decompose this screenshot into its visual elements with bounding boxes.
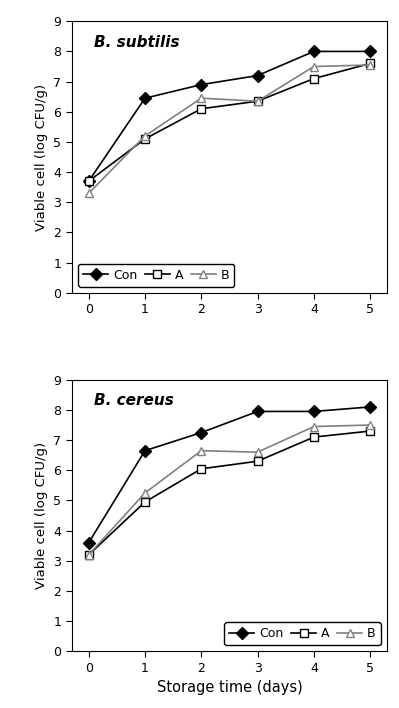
A [312, 74, 316, 83]
Con [199, 81, 203, 89]
Y-axis label: Viable cell (log CFU/g): Viable cell (log CFU/g) [35, 84, 48, 231]
B [86, 189, 91, 198]
Line: A: A [85, 427, 374, 559]
A [255, 457, 260, 465]
A [312, 433, 316, 441]
Con [142, 94, 147, 103]
Con [312, 407, 316, 416]
B [86, 551, 91, 559]
Con [199, 428, 203, 437]
Con [368, 403, 373, 411]
Con [142, 447, 147, 455]
B [312, 62, 316, 71]
B [199, 94, 203, 103]
B [368, 61, 373, 69]
B [368, 421, 373, 429]
B [142, 132, 147, 140]
Con [86, 177, 91, 185]
B [142, 489, 147, 497]
A [255, 97, 260, 105]
Con [255, 407, 260, 416]
A [368, 59, 373, 68]
B [199, 447, 203, 455]
X-axis label: Storage time (days): Storage time (days) [156, 680, 302, 695]
A [86, 177, 91, 185]
A [142, 135, 147, 143]
A [142, 498, 147, 506]
A [199, 105, 203, 113]
Text: B. cereus: B. cereus [94, 394, 174, 409]
Line: B: B [85, 421, 374, 559]
Line: Con: Con [85, 403, 374, 547]
B [255, 97, 260, 105]
A [86, 551, 91, 559]
Con [255, 72, 260, 80]
Legend: Con, A, B: Con, A, B [78, 263, 235, 287]
Con [368, 47, 373, 56]
Line: B: B [85, 61, 374, 198]
A [368, 427, 373, 435]
Line: Con: Con [85, 47, 374, 185]
Legend: Con, A, B: Con, A, B [224, 622, 381, 645]
Line: A: A [85, 59, 374, 185]
Con [312, 47, 316, 56]
B [255, 448, 260, 457]
B [312, 422, 316, 430]
Text: B. subtilis: B. subtilis [94, 35, 180, 50]
A [199, 464, 203, 473]
Con [86, 539, 91, 547]
Y-axis label: Viable cell (log CFU/g): Viable cell (log CFU/g) [35, 442, 48, 589]
